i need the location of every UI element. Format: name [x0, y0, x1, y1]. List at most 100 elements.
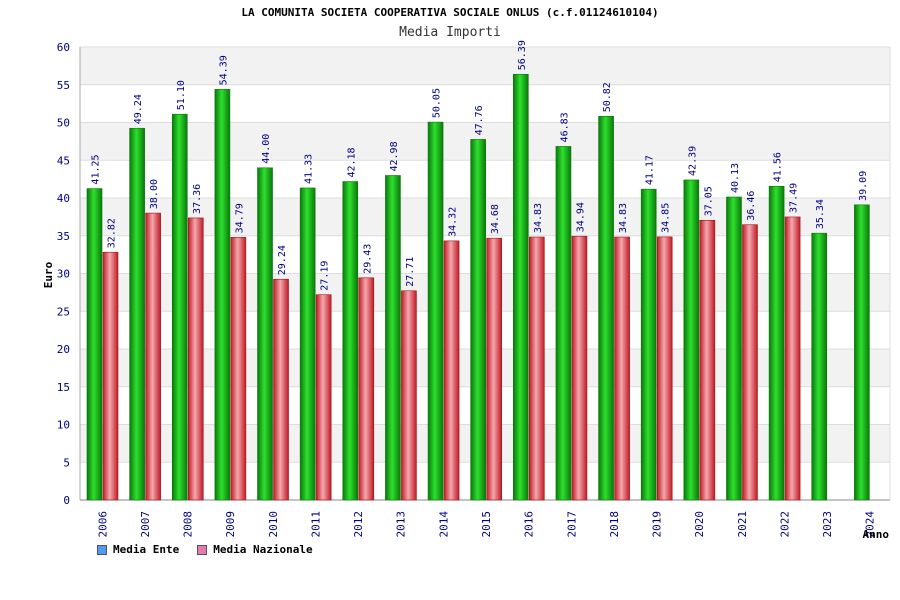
- data-label: 35.34: [815, 199, 826, 229]
- bar-media-ente: [640, 188, 657, 501]
- bar-media-nazionale: [443, 240, 460, 501]
- bar-media-nazionale: [273, 278, 289, 501]
- y-tick-label: 20: [57, 343, 70, 356]
- bar-media-ente: [385, 175, 401, 501]
- bar-media-nazionale: [315, 294, 332, 501]
- bar-media-ente: [726, 196, 742, 501]
- data-label: 41.25: [91, 154, 102, 184]
- data-label: 49.24: [133, 94, 144, 124]
- bar-media-ente: [171, 113, 188, 501]
- data-label: 34.85: [661, 203, 672, 233]
- y-tick-label: 50: [57, 117, 70, 130]
- data-label: 54.39: [218, 55, 229, 85]
- bar-media-ente: [214, 89, 231, 501]
- y-tick-label: 45: [57, 154, 70, 167]
- data-label: 27.71: [405, 257, 416, 287]
- y-tick-label: 55: [57, 79, 70, 92]
- legend-item-ente: Media Ente: [97, 543, 179, 556]
- legend-swatch-ente: [97, 544, 107, 555]
- bar-media-nazionale: [656, 236, 673, 501]
- y-tick-label: 15: [57, 381, 70, 394]
- x-tick-label: 2009: [224, 511, 237, 538]
- data-label: 37.05: [703, 186, 714, 216]
- bar-media-nazionale: [784, 216, 801, 501]
- data-label: 34.94: [575, 202, 586, 232]
- x-tick-label: 2012: [352, 511, 365, 538]
- data-label: 29.43: [362, 244, 373, 274]
- data-label: 34.68: [490, 204, 501, 234]
- data-label: 42.39: [687, 146, 698, 176]
- data-label: 34.83: [618, 203, 629, 233]
- x-tick-label: 2015: [480, 511, 493, 538]
- data-label: 32.82: [107, 218, 118, 248]
- bar-media-nazionale: [742, 224, 758, 501]
- bar-media-nazionale: [145, 212, 161, 501]
- bar-media-nazionale: [187, 217, 204, 501]
- data-label: 41.56: [773, 152, 784, 182]
- bar-media-ente: [513, 73, 529, 501]
- bar-media-nazionale: [230, 237, 247, 501]
- bar-media-ente: [129, 127, 145, 501]
- legend-item-nazionale: Media Nazionale: [197, 543, 313, 556]
- bar-media-ente: [854, 204, 870, 501]
- x-tick-label: 2020: [693, 511, 706, 538]
- chart-subtitle: Media Importi: [399, 25, 501, 40]
- data-label: 50.82: [602, 82, 613, 112]
- bar-media-nazionale: [486, 237, 502, 501]
- data-label: 37.49: [789, 183, 800, 213]
- data-label: 41.17: [645, 155, 656, 185]
- bar-media-ente: [768, 185, 785, 501]
- bar-media-ente: [598, 116, 614, 501]
- bar-media-nazionale: [571, 235, 588, 501]
- bar-media-ente: [555, 146, 572, 501]
- legend: Media Ente Media Nazionale: [97, 543, 313, 556]
- y-tick-label: 10: [57, 419, 70, 432]
- data-label: 39.09: [858, 171, 869, 201]
- legend-swatch-nazionale: [197, 544, 208, 555]
- y-tick-label: 25: [57, 305, 70, 318]
- data-label: 40.13: [730, 163, 741, 193]
- y-tick-label: 0: [63, 494, 70, 507]
- x-tick-label: 2016: [523, 511, 536, 538]
- bar-media-ente: [683, 179, 700, 501]
- bar-media-nazionale: [614, 236, 630, 501]
- x-tick-label: 2008: [182, 511, 195, 538]
- data-label: 38.00: [149, 179, 160, 209]
- x-tick-label: 2007: [139, 511, 152, 538]
- x-tick-label: 2023: [821, 511, 834, 538]
- x-tick-label: 2018: [608, 511, 621, 538]
- y-tick-label: 30: [57, 268, 70, 281]
- bar-media-nazionale: [529, 236, 545, 501]
- data-label: 42.18: [346, 147, 357, 177]
- y-tick-label: 40: [57, 192, 70, 205]
- bar-media-ente: [342, 181, 359, 501]
- bar-media-ente: [470, 139, 486, 501]
- y-tick-label: 5: [63, 456, 70, 469]
- data-label: 50.05: [432, 88, 443, 118]
- bar-media-nazionale: [358, 277, 375, 501]
- bar-media-nazionale: [401, 290, 417, 501]
- data-label: 47.76: [474, 105, 485, 135]
- y-tick-label: 60: [57, 41, 70, 54]
- y-tick-label: 35: [57, 230, 70, 243]
- bar-media-nazionale: [699, 219, 716, 501]
- x-tick-label: 2014: [437, 511, 450, 538]
- data-label: 29.24: [277, 245, 288, 275]
- data-label: 27.19: [320, 261, 331, 291]
- bar-media-ente: [257, 167, 273, 501]
- x-axis-label: Anno: [863, 528, 890, 541]
- x-tick-label: 2011: [309, 511, 322, 538]
- background-band: [80, 47, 890, 85]
- data-label: 34.32: [448, 207, 459, 237]
- bar-media-nazionale: [102, 251, 119, 501]
- data-label: 44.00: [261, 134, 272, 164]
- bar-media-ente: [299, 187, 316, 501]
- x-tick-label: 2006: [96, 511, 109, 538]
- bar-media-ente: [86, 188, 103, 501]
- x-tick-label: 2017: [565, 511, 578, 538]
- x-tick-label: 2024: [864, 511, 877, 538]
- bar-media-ente: [427, 121, 444, 501]
- data-label: 42.98: [389, 141, 400, 171]
- data-label: 34.79: [234, 203, 245, 233]
